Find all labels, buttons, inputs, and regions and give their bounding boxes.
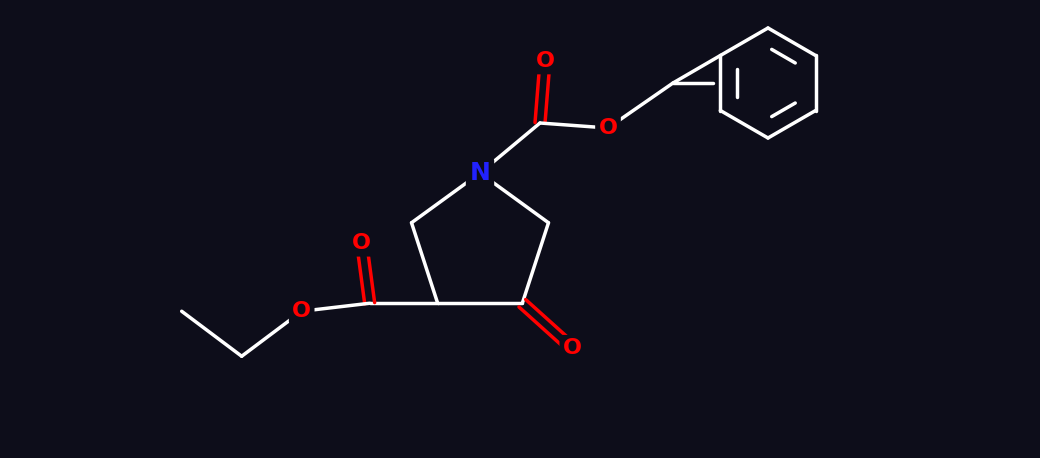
- Text: O: O: [292, 301, 311, 321]
- Text: O: O: [353, 233, 371, 253]
- Text: O: O: [536, 51, 554, 71]
- Text: O: O: [598, 118, 618, 138]
- Text: N: N: [470, 161, 491, 185]
- Text: O: O: [563, 338, 581, 358]
